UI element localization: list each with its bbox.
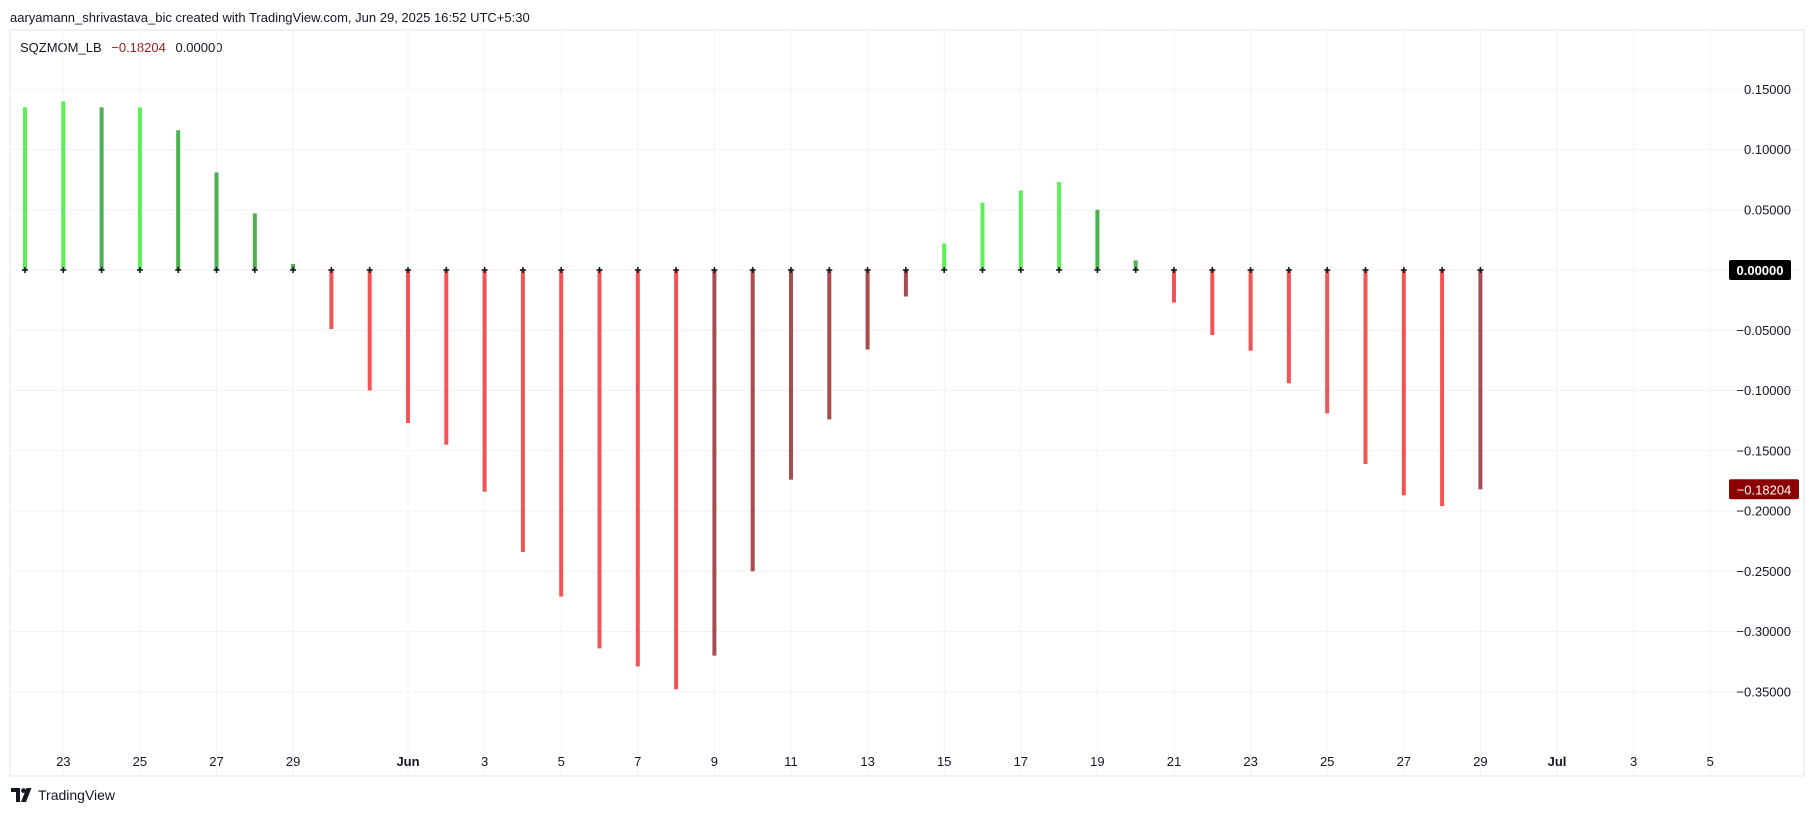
histogram-bar[interactable] xyxy=(23,107,27,270)
histogram-bar[interactable] xyxy=(520,270,525,552)
histogram-bar[interactable] xyxy=(176,130,181,270)
x-tick-label: 29 xyxy=(1473,754,1487,769)
indicator-value-zero: 0.00000 xyxy=(175,40,223,55)
histogram-bar[interactable] xyxy=(942,243,947,270)
histogram-bar[interactable] xyxy=(482,270,487,492)
x-tick-label: 11 xyxy=(784,754,798,769)
histogram-bar[interactable] xyxy=(252,213,257,270)
y-tick-label: −0.10000 xyxy=(1736,383,1791,398)
x-tick-label: 3 xyxy=(481,754,488,769)
histogram-bar[interactable] xyxy=(1133,260,1138,270)
x-tick-label: 23 xyxy=(1243,754,1257,769)
histogram-bar[interactable] xyxy=(61,101,66,270)
histogram-bar[interactable] xyxy=(1478,270,1483,490)
histogram-bar[interactable] xyxy=(291,263,296,270)
last-value-label: −0.18204 xyxy=(1737,482,1792,497)
y-tick-label: 0.15000 xyxy=(1744,82,1791,97)
indicator-value-current: −0.18204 xyxy=(111,40,166,55)
x-tick-label: 13 xyxy=(860,754,874,769)
x-tick-label: 27 xyxy=(1397,754,1411,769)
histogram-bar[interactable] xyxy=(865,270,870,350)
x-tick-label: 29 xyxy=(286,754,300,769)
zero-value-label: 0.00000 xyxy=(1737,263,1784,278)
histogram-bar[interactable] xyxy=(559,270,564,597)
histogram-bar[interactable] xyxy=(674,270,679,690)
x-tick-label: 25 xyxy=(1320,754,1334,769)
histogram-bar[interactable] xyxy=(1286,270,1291,384)
x-tick-label: 7 xyxy=(634,754,641,769)
x-tick-label: 19 xyxy=(1090,754,1104,769)
histogram-bar[interactable] xyxy=(1248,270,1253,351)
x-tick-label: 9 xyxy=(711,754,718,769)
histogram-bar[interactable] xyxy=(137,107,142,270)
tradingview-branding[interactable]: TradingView xyxy=(11,787,115,803)
histogram-bar[interactable] xyxy=(903,270,908,297)
histogram-bar[interactable] xyxy=(635,270,640,667)
histogram-bar[interactable] xyxy=(406,270,410,424)
histogram-bar[interactable] xyxy=(750,270,755,572)
histogram-bar[interactable] xyxy=(329,270,334,330)
histogram-bar[interactable] xyxy=(597,270,602,649)
histogram-bar[interactable] xyxy=(1018,190,1023,270)
x-tick-label: 23 xyxy=(56,754,70,769)
y-tick-label: −0.25000 xyxy=(1736,564,1791,579)
histogram-bar[interactable] xyxy=(1057,182,1062,270)
histogram-bar[interactable] xyxy=(712,270,717,656)
x-tick-label: 21 xyxy=(1167,754,1181,769)
tradingview-logo-icon xyxy=(11,788,32,802)
chart-caption: aaryamann_shrivastava_bic created with T… xyxy=(10,10,530,25)
x-tick-label: Jul xyxy=(1548,754,1567,769)
histogram-bar[interactable] xyxy=(99,107,104,270)
y-tick-label: −0.30000 xyxy=(1736,624,1791,639)
last-value-label-bg xyxy=(1729,479,1799,500)
histogram-bar[interactable] xyxy=(827,270,832,420)
x-tick-label: 27 xyxy=(209,754,223,769)
histogram-bar[interactable] xyxy=(367,270,372,391)
x-tick-label: 15 xyxy=(937,754,951,769)
zero-value-label-bg xyxy=(1729,260,1791,280)
histogram-bar[interactable] xyxy=(1325,270,1330,414)
x-tick-label: 5 xyxy=(1707,754,1714,769)
y-tick-label: 0.05000 xyxy=(1744,202,1791,217)
x-tick-label: 5 xyxy=(558,754,565,769)
y-tick-label: −0.15000 xyxy=(1736,443,1791,458)
y-tick-label: −0.05000 xyxy=(1736,323,1791,338)
histogram-bar[interactable] xyxy=(1440,270,1445,507)
indicator-name[interactable]: SQZMOM_LB xyxy=(20,40,102,55)
histogram-bar[interactable] xyxy=(214,172,219,270)
indicator-legend: SQZMOM_LB −0.18204 0.00000 xyxy=(20,40,222,55)
histogram-bar[interactable] xyxy=(980,202,985,270)
x-tick-label: Jun xyxy=(396,754,419,769)
y-tick-label: −0.20000 xyxy=(1736,504,1791,519)
histogram-bar[interactable] xyxy=(444,270,449,445)
histogram-bar[interactable] xyxy=(1172,270,1176,303)
histogram-bar[interactable] xyxy=(1095,209,1100,270)
footer-brand-label: TradingView xyxy=(38,787,116,803)
histogram-bar[interactable] xyxy=(1210,270,1215,336)
x-tick-label: 25 xyxy=(133,754,147,769)
histogram-bar[interactable] xyxy=(1363,270,1368,465)
x-tick-label: 3 xyxy=(1630,754,1637,769)
histogram-bar[interactable] xyxy=(789,270,793,480)
y-tick-label: 0.10000 xyxy=(1744,142,1791,157)
histogram-bar[interactable] xyxy=(1401,270,1406,496)
x-tick-label: 17 xyxy=(1014,754,1028,769)
y-tick-label: −0.35000 xyxy=(1736,684,1791,699)
